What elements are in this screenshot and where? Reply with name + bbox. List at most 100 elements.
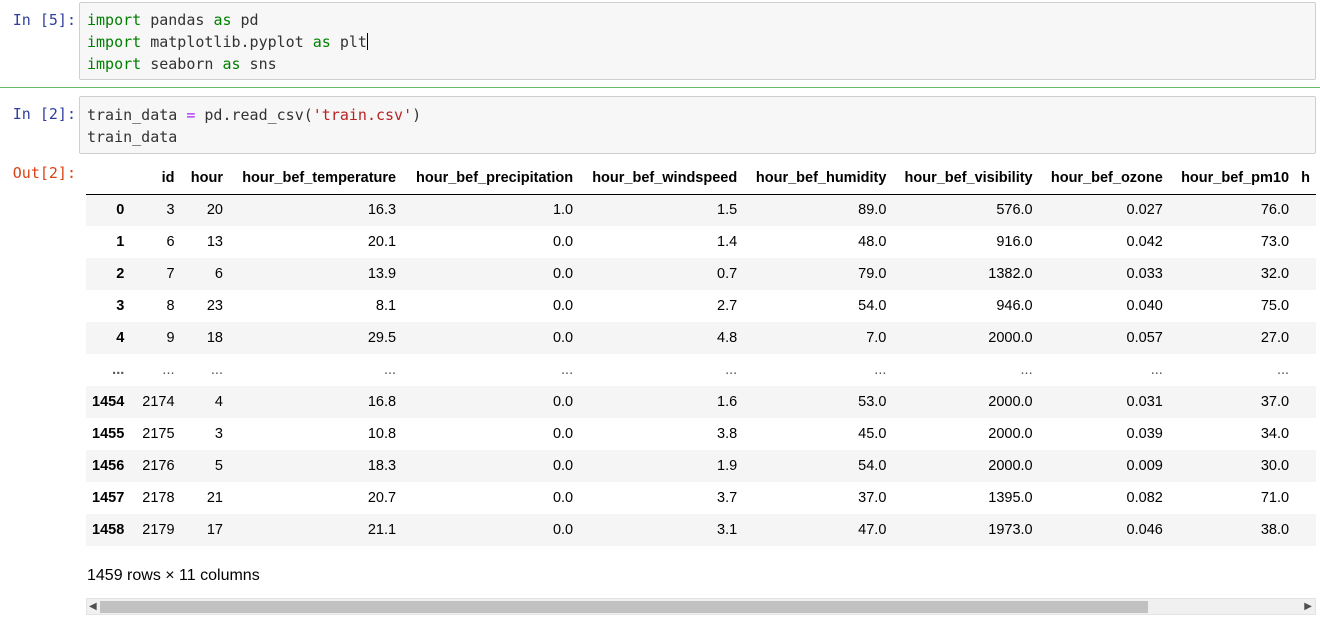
table-cell: 37.0 xyxy=(1260,394,1290,410)
table-cell: 20.1 xyxy=(367,234,397,250)
table-cell: 76.0 xyxy=(1260,202,1290,219)
output-prompt: Out[2]: xyxy=(12,164,76,182)
table-cell: 0.0 xyxy=(552,458,574,474)
table-row: .............................. xyxy=(86,354,1316,386)
row-index: 2 xyxy=(116,266,125,282)
table-cell: 79.0 xyxy=(858,266,887,282)
table-cell: ... xyxy=(1276,362,1290,378)
row-index: 1 xyxy=(116,234,125,250)
table-cell: 16.8 xyxy=(367,394,397,410)
table-cell: 27.0 xyxy=(1260,330,1290,346)
code-line: train_data = pd.read_csv('train.csv') xyxy=(87,106,422,124)
table-cell: 0.039 xyxy=(1126,426,1163,442)
table-cell: 54.0 xyxy=(858,298,887,314)
table-cell: 1.5 xyxy=(717,202,738,219)
table-cell: 3.7 xyxy=(717,490,738,506)
scroll-left-icon[interactable]: ◀ xyxy=(89,601,97,612)
row-index: ... xyxy=(112,362,125,378)
scrollbar-thumb[interactable] xyxy=(100,601,1148,613)
dataframe-output: id hour hour_bef_temperature hour_bef_pr… xyxy=(86,162,1316,547)
table-cell: 45.0 xyxy=(858,426,887,442)
table-row: 2 7 6 13.9 0.0 0.7 79.0 1382.0 0.033 32.0 xyxy=(86,258,1316,290)
table-cell: 4 xyxy=(214,394,223,410)
table-cell: 0.033 xyxy=(1126,266,1163,282)
table-row: 1454 2174 4 16.8 0.0 1.6 53.0 2000.0 0.031 37.0 xyxy=(86,386,1316,418)
table-cell xyxy=(1295,354,1316,386)
table-cell xyxy=(1295,450,1316,482)
table-row: 1 6 13 20.1 0.0 1.4 48.0 916.0 0.042 73.0 xyxy=(86,226,1316,258)
column-header: hour_bef_visibility xyxy=(892,162,1039,195)
table-cell: 20 xyxy=(206,202,223,219)
table-cell: 21.1 xyxy=(367,522,397,538)
table-cell: 2174 xyxy=(142,394,175,410)
table-cell: ... xyxy=(1020,362,1033,378)
dataframe-shape-summary: 1459 rows × 11 columns xyxy=(87,567,260,584)
table-cell: 73.0 xyxy=(1260,234,1290,250)
table-cell: 0.0 xyxy=(552,490,574,506)
row-index: 4 xyxy=(116,330,125,346)
code-line: import pandas as pd xyxy=(87,11,259,29)
table-cell: 38.0 xyxy=(1260,522,1290,538)
row-index: 1455 xyxy=(92,426,125,442)
table-cell: 18.3 xyxy=(367,458,397,474)
table-cell: 3 xyxy=(166,202,175,219)
table-cell: 18 xyxy=(206,330,223,346)
row-index: 1454 xyxy=(92,394,125,410)
table-cell: 34.0 xyxy=(1260,426,1290,442)
input-prompt: In [5]: xyxy=(12,11,76,29)
table-cell: 0.082 xyxy=(1126,490,1163,506)
table-cell: 0.009 xyxy=(1126,458,1163,474)
table-cell: 71.0 xyxy=(1260,490,1290,506)
column-header: hour_bef_humidity xyxy=(743,162,893,195)
code-editor[interactable]: train_data = pd.read_csv('train.csv') tr… xyxy=(79,96,1316,154)
table-cell xyxy=(1295,290,1316,322)
table-cell: ... xyxy=(874,362,887,378)
table-cell: ... xyxy=(561,362,574,378)
scroll-right-icon[interactable]: ▶ xyxy=(1304,601,1312,612)
table-cell xyxy=(1295,322,1316,354)
text-cursor xyxy=(366,33,368,50)
table-cell: 16.3 xyxy=(367,202,397,219)
table-cell: 1.4 xyxy=(717,234,738,250)
table-cell xyxy=(1295,482,1316,514)
table-cell: 4.8 xyxy=(717,330,738,346)
table-cell: 1395.0 xyxy=(988,490,1033,506)
column-header: hour_bef_temperature xyxy=(228,162,403,195)
table-cell: 89.0 xyxy=(858,202,887,219)
table-row: 3 8 23 8.1 0.0 2.7 54.0 946.0 0.040 75.0 xyxy=(86,290,1316,322)
column-header: hour_bef_ozone xyxy=(1038,162,1169,195)
table-cell: 2000.0 xyxy=(988,426,1033,442)
row-index: 1458 xyxy=(92,522,125,538)
table-cell: 20.7 xyxy=(367,490,397,506)
column-header: hour xyxy=(180,162,229,195)
code-line: import seaborn as sns xyxy=(87,55,277,73)
table-cell: 7.0 xyxy=(866,330,887,346)
horizontal-scrollbar[interactable]: ◀ ▶ xyxy=(86,598,1316,615)
table-cell: 17 xyxy=(206,522,223,538)
table-cell: 13 xyxy=(206,234,223,250)
table-cell: 30.0 xyxy=(1260,458,1290,474)
table-cell: 946.0 xyxy=(996,298,1033,314)
row-index: 0 xyxy=(116,202,125,219)
table-cell xyxy=(1295,258,1316,290)
table-cell: 37.0 xyxy=(858,490,887,506)
table-cell: ... xyxy=(162,362,175,378)
table-cell xyxy=(1295,386,1316,418)
table-cell: 75.0 xyxy=(1260,298,1290,314)
code-cell-imports[interactable]: In [5]: import pandas as pd import matpl… xyxy=(0,0,1320,88)
table-cell: 2000.0 xyxy=(988,458,1033,474)
column-header: id xyxy=(130,162,181,195)
table-cell: 2000.0 xyxy=(988,330,1033,346)
column-header: h xyxy=(1295,162,1316,195)
row-index: 1457 xyxy=(92,490,125,506)
table-row: 1456 2176 5 18.3 0.0 1.9 54.0 2000.0 0.009 30.0 xyxy=(86,450,1316,482)
table-cell: 54.0 xyxy=(858,458,887,474)
code-editor[interactable]: import pandas as pd import matplotlib.py… xyxy=(79,2,1316,80)
table-cell: 0.7 xyxy=(717,266,738,282)
column-header: hour_bef_precipitation xyxy=(402,162,580,195)
table-cell: 0.027 xyxy=(1126,202,1163,219)
table-cell: ... xyxy=(210,362,223,378)
row-index: 3 xyxy=(116,298,125,314)
table-cell: 8.1 xyxy=(375,298,397,314)
table-row: 0 3 20 16.3 1.0 1.5 89.0 576.0 0.027 76.0 xyxy=(86,194,1316,226)
